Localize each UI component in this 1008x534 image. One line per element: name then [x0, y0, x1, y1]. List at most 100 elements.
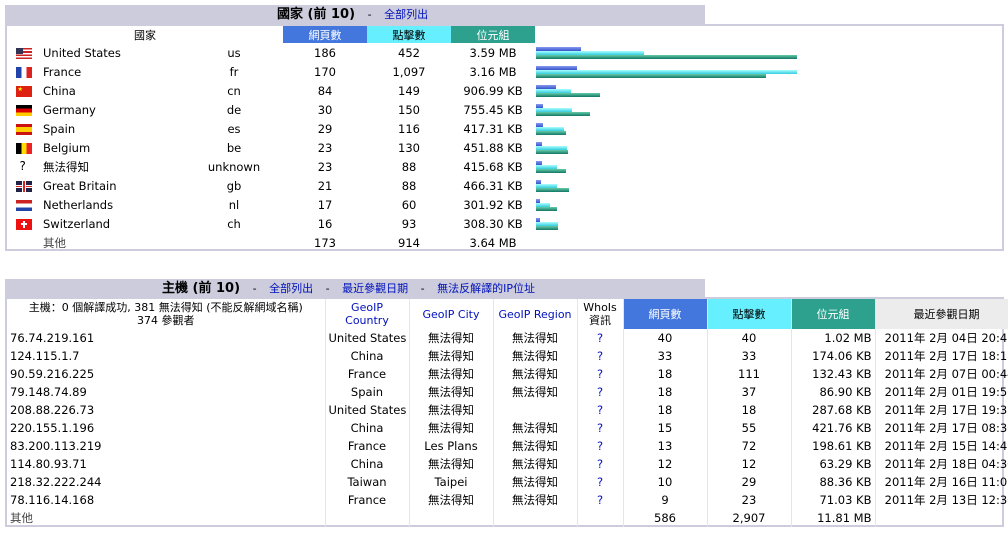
pages-col-header: 網頁數: [283, 26, 368, 43]
whois-link[interactable]: ?: [577, 383, 624, 401]
whois-link[interactable]: ?: [577, 419, 624, 437]
pages-bar: [536, 103, 544, 108]
host-ip: 78.116.14.168: [7, 491, 326, 509]
pages-bar: [536, 179, 542, 184]
flag-cell: [7, 176, 40, 195]
host-last-visit: 2011年 2月 04日 20:43: [875, 329, 1008, 347]
host-row: 83.200.113.219 France Les Plans 無法得知? 13 72 19…: [7, 437, 1008, 455]
host-pages: 18: [623, 383, 708, 401]
hits-bar: [536, 221, 559, 226]
country-hits: 88: [401, 178, 417, 193]
country-name: Belgium: [43, 140, 91, 155]
host-other-row: 其他 586 2,907 11.81 MB: [7, 509, 1008, 527]
hosts-full-list-link[interactable]: 全部列出: [269, 282, 314, 295]
pages-bar: [536, 141, 543, 146]
host-hits: 12: [707, 455, 792, 473]
hosts-unresolved-ip-link[interactable]: 無法反解譯的IP位址: [437, 282, 536, 295]
host-pages: 40: [623, 329, 708, 347]
title-separator: -: [252, 282, 257, 295]
country-bandwidth: 301.92 KB: [463, 197, 523, 212]
country-pages: 170: [314, 64, 336, 79]
host-hits: 55: [707, 419, 792, 437]
empty-cell: [7, 233, 40, 252]
country-name: Spain: [43, 121, 76, 136]
countries-table: 國家 網頁數 點擊數 位元組 United States us 186 452 3.59…: [7, 26, 1002, 252]
country-code: gb: [226, 178, 242, 193]
country-bars: [535, 81, 1002, 100]
country-code: be: [226, 140, 242, 155]
host-last-visit: 2011年 2月 16日 11:01: [875, 473, 1008, 491]
country-bandwidth: 3.59 MB: [469, 45, 517, 60]
bandwidth-col-header: 位元組: [451, 26, 536, 43]
host-city: 無法得知: [409, 401, 494, 419]
geoip-region-header[interactable]: GeoIP Region: [493, 299, 578, 329]
flag-cell: [7, 43, 40, 62]
hosts-summary-line2: 374 參觀者: [137, 314, 195, 327]
flag-cell: [7, 119, 40, 138]
whois-link[interactable]: ?: [577, 329, 624, 347]
country-pages: 23: [317, 159, 333, 174]
geoip-city-header[interactable]: GeoIP City: [409, 299, 494, 329]
country-hits: 88: [401, 159, 417, 174]
country-pages: 16: [317, 216, 333, 231]
host-country: France: [325, 491, 410, 509]
country-code: cn: [227, 83, 241, 98]
country-pages: 21: [317, 178, 333, 193]
host-bandwidth: 1.02 MB: [791, 329, 876, 347]
whois-link[interactable]: ?: [577, 437, 624, 455]
empty-cell: [875, 509, 1008, 527]
whois-link[interactable]: ?: [577, 491, 624, 509]
title-separator: -: [367, 8, 372, 21]
pages-bar: [536, 46, 582, 51]
host-row: 79.148.74.89 Spain 無法得知 無法得知? 18 37 86.90 KB 20…: [7, 383, 1008, 401]
whois-link[interactable]: ?: [577, 455, 624, 473]
host-pages: 15: [623, 419, 708, 437]
pages-bar: [536, 122, 544, 127]
hosts-summary: 主機：0 個解譯成功, 381 無法得知 (不能反解網域名稱) 374 參觀者: [7, 299, 326, 329]
host-country: France: [325, 437, 410, 455]
host-pages: 13: [623, 437, 708, 455]
country-pages: 186: [314, 45, 336, 60]
us-flag-icon: [15, 47, 32, 59]
country-pages: 17: [317, 197, 333, 212]
pages-bar: [536, 217, 541, 222]
host-pages: 12: [623, 455, 708, 473]
geoip-country-header[interactable]: GeoIP Country: [325, 299, 410, 329]
country-bars: [535, 214, 1002, 233]
host-bandwidth: 86.90 KB: [791, 383, 876, 401]
be-flag-icon: [15, 142, 32, 154]
country-hits: 150: [398, 102, 420, 117]
host-row: 220.155.1.196 China 無法得知 無法得知? 15 55 421.76 KB…: [7, 419, 1008, 437]
whois-link[interactable]: ?: [577, 347, 624, 365]
whois-link[interactable]: ?: [577, 365, 624, 383]
whois-link[interactable]: ?: [577, 473, 624, 491]
countries-full-list-link[interactable]: 全部列出: [384, 8, 429, 21]
host-last-visit: 2011年 2月 17日 08:36: [875, 419, 1008, 437]
country-bandwidth: 308.30 KB: [463, 216, 523, 231]
title-separator: -: [325, 282, 330, 295]
country-bandwidth: 906.99 KB: [463, 83, 523, 98]
nl-flag-icon: [15, 199, 32, 211]
whois-link[interactable]: ?: [577, 401, 624, 419]
gb-flag-icon: [15, 180, 32, 192]
host-country: United States: [325, 329, 410, 347]
host-city: Les Plans: [409, 437, 494, 455]
hits-bar: [536, 50, 645, 55]
host-city: 無法得知: [409, 455, 494, 473]
hosts-panel: 主機：0 個解譯成功, 381 無法得知 (不能反解網域名稱) 374 參觀者 …: [5, 297, 1008, 527]
bandwidth-bar: [536, 225, 559, 230]
hits-bar: [536, 88, 572, 93]
hosts-last-visit-link[interactable]: 最近參觀日期: [342, 282, 409, 295]
hosts-title: 主機 (前 10): [162, 281, 241, 296]
flag-cell: [7, 195, 40, 214]
host-last-visit: 2011年 2月 15日 14:43: [875, 437, 1008, 455]
host-last-visit: 2011年 2月 01日 19:56: [875, 383, 1008, 401]
country-row: ? 無法得知 unknown 23 88 415.68 KB: [7, 157, 1002, 176]
hosts-table: 主機：0 個解譯成功, 381 無法得知 (不能反解網域名稱) 374 參觀者 …: [7, 299, 1008, 527]
host-ip: 114.80.93.71: [7, 455, 326, 473]
host-row: 218.32.222.244 Taiwan Taipei 無法得知? 10 29 88.36…: [7, 473, 1008, 491]
country-hits: 1,097: [392, 64, 426, 79]
host-region: 無法得知: [493, 329, 578, 347]
country-name: China: [43, 83, 76, 98]
bandwidth-bar: [536, 130, 567, 135]
